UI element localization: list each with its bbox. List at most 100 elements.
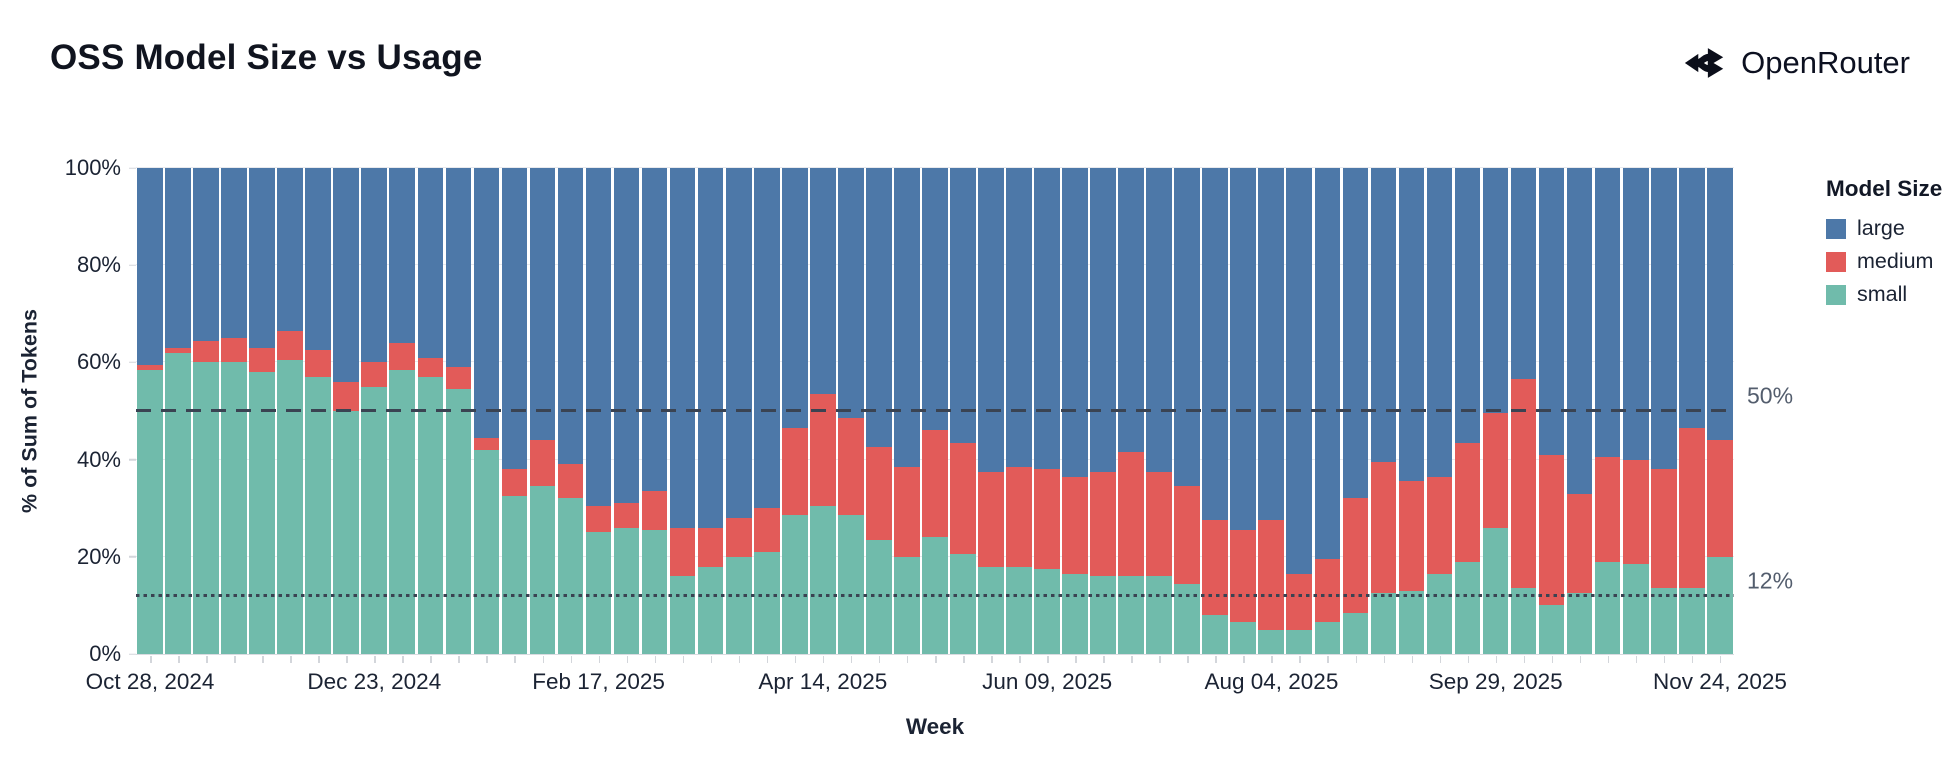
legend-item-small[interactable]: small [1826, 282, 1942, 307]
x-tick-mark [542, 656, 544, 663]
bar-week-oct-06-2025[interactable] [1510, 168, 1538, 654]
x-tick-mark [402, 656, 404, 663]
bar-week-mar-17-2025[interactable] [697, 168, 725, 654]
bar-week-jun-30-2025[interactable] [1117, 168, 1145, 654]
bar-week-jun-02-2025[interactable] [1005, 168, 1033, 654]
bar-segment-large [1678, 168, 1705, 428]
x-tick-mark [1327, 656, 1329, 663]
bar-week-apr-14-2025[interactable] [809, 168, 837, 654]
bar-week-jun-09-2025[interactable] [1033, 168, 1061, 654]
bar-week-jan-13-2025[interactable] [444, 168, 472, 654]
bar-week-may-26-2025[interactable] [977, 168, 1005, 654]
x-tick-mark [1271, 656, 1273, 663]
bar-segment-medium [1426, 476, 1453, 574]
bar-week-sep-01-2025[interactable] [1369, 168, 1397, 654]
bar-week-sep-08-2025[interactable] [1397, 168, 1425, 654]
bar-segment-large [866, 168, 892, 448]
bar-segment-small [501, 496, 528, 654]
x-tick-mark [1411, 656, 1414, 663]
bar-week-aug-04-2025[interactable] [1257, 168, 1285, 654]
bar-segment-small [1370, 593, 1397, 654]
bar-week-apr-07-2025[interactable] [781, 168, 809, 654]
legend-label-large: large [1857, 216, 1905, 240]
bar-week-feb-17-2025[interactable] [585, 168, 613, 654]
bar-week-dec-09-2024[interactable] [304, 168, 332, 654]
bar-segment-large [1370, 168, 1397, 463]
y-tick-label-20: 20% [76, 543, 121, 569]
bar-week-may-19-2025[interactable] [949, 168, 977, 654]
bar-week-dec-30-2024[interactable] [388, 168, 416, 654]
bar-segment-medium [950, 442, 976, 555]
x-tick-mark [1103, 656, 1105, 663]
bar-segment-small [978, 566, 1004, 654]
bar-week-nov-04-2024[interactable] [164, 168, 192, 654]
bar-week-nov-17-2025[interactable] [1678, 168, 1706, 654]
bar-segment-small [389, 369, 416, 654]
bar-segment-medium [249, 347, 275, 373]
x-tick-mark [991, 656, 993, 663]
bar-week-jan-20-2025[interactable] [472, 168, 500, 654]
bar-week-oct-28-2024[interactable] [136, 168, 164, 654]
bar-week-aug-25-2025[interactable] [1341, 168, 1369, 654]
legend-item-medium[interactable]: medium [1826, 249, 1942, 274]
bar-segment-large [445, 168, 472, 368]
bar-segment-small [1230, 622, 1257, 654]
bar-week-mar-10-2025[interactable] [669, 168, 697, 654]
bar-segment-large [1454, 168, 1481, 443]
bar-segment-small [1342, 612, 1369, 654]
bar-segment-large [501, 168, 528, 470]
bar-week-jan-27-2025[interactable] [500, 168, 528, 654]
bar-week-sep-22-2025[interactable] [1453, 168, 1481, 654]
bar-week-sep-29-2025[interactable] [1482, 168, 1510, 654]
bar-week-mar-31-2025[interactable] [753, 168, 781, 654]
bar-week-nov-24-2025[interactable] [1706, 168, 1734, 654]
x-tick-label-sep-29-2025: Sep 29, 2025 [1428, 669, 1563, 694]
bar-week-aug-18-2025[interactable] [1313, 168, 1341, 654]
bar-segment-medium [1342, 498, 1369, 613]
bar-segment-large [1594, 168, 1621, 458]
bar-segment-large [249, 168, 275, 348]
bar-week-jun-23-2025[interactable] [1089, 168, 1117, 654]
bar-week-may-05-2025[interactable] [893, 168, 921, 654]
x-tick-mark [1019, 656, 1021, 663]
bar-week-jul-07-2025[interactable] [1145, 168, 1173, 654]
bar-week-feb-03-2025[interactable] [528, 168, 556, 654]
bar-segment-large [1174, 168, 1200, 487]
bar-week-jul-28-2025[interactable] [1229, 168, 1257, 654]
bar-segment-medium [1174, 486, 1200, 584]
x-tick-mark [570, 656, 573, 663]
bar-week-sep-15-2025[interactable] [1425, 168, 1453, 654]
bar-segment-medium [894, 466, 920, 557]
bar-segment-large [725, 168, 752, 518]
x-tick-mark [1579, 656, 1582, 663]
bar-segment-large [1538, 168, 1565, 455]
bar-week-dec-16-2024[interactable] [332, 168, 360, 654]
bar-segment-small [1650, 588, 1677, 654]
bar-week-dec-23-2024[interactable] [360, 168, 388, 654]
bar-week-feb-24-2025[interactable] [613, 168, 641, 654]
x-tick-mark [1131, 656, 1133, 663]
bar-week-apr-28-2025[interactable] [865, 168, 893, 654]
legend-item-large[interactable]: large [1826, 216, 1942, 241]
bar-week-dec-02-2024[interactable] [276, 168, 304, 654]
bar-week-nov-25-2024[interactable] [248, 168, 276, 654]
x-tick-mark [1719, 656, 1722, 663]
bar-week-oct-13-2025[interactable] [1538, 168, 1566, 654]
bar-week-mar-03-2025[interactable] [641, 168, 669, 654]
bar-week-oct-27-2025[interactable] [1594, 168, 1622, 654]
bar-segment-medium [1090, 471, 1116, 577]
bar-week-jan-06-2025[interactable] [416, 168, 444, 654]
bar-week-jul-14-2025[interactable] [1173, 168, 1201, 654]
bar-segment-medium [1622, 459, 1649, 565]
bar-week-feb-10-2025[interactable] [556, 168, 584, 654]
bar-week-apr-21-2025[interactable] [837, 168, 865, 654]
bar-week-jul-21-2025[interactable] [1201, 168, 1229, 654]
bar-week-mar-24-2025[interactable] [725, 168, 753, 654]
bar-week-oct-20-2025[interactable] [1566, 168, 1594, 654]
bar-segment-small [1594, 561, 1621, 654]
legend-label-medium: medium [1857, 249, 1934, 273]
bar-week-nov-10-2025[interactable] [1650, 168, 1678, 654]
y-tick-mark-80 [129, 264, 136, 266]
bar-week-jun-16-2025[interactable] [1061, 168, 1089, 654]
bar-week-aug-11-2025[interactable] [1285, 168, 1313, 654]
